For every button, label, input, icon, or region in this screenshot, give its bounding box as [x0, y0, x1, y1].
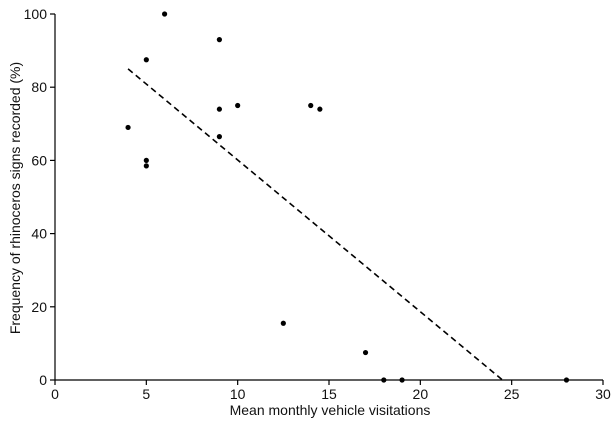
data-point — [563, 377, 570, 383]
x-tick-label: 5 — [142, 386, 150, 402]
data-point — [216, 37, 222, 43]
y-tick-label: 0 — [39, 372, 47, 388]
data-point — [235, 102, 241, 109]
x-axis-label: Mean monthly vehicle visitations — [230, 402, 431, 418]
data-point — [362, 349, 369, 356]
trendline-layer — [127, 68, 504, 381]
x-tick-label: 0 — [51, 386, 59, 402]
y-tick-label: 80 — [31, 79, 47, 95]
data-point — [399, 377, 405, 383]
x-tick-label: 15 — [321, 386, 337, 402]
x-tick-label: 30 — [595, 386, 611, 402]
data-point — [216, 106, 222, 112]
data-point — [216, 134, 222, 140]
data-point — [162, 11, 168, 17]
x-tick-label: 25 — [504, 386, 520, 402]
x-tick-label: 20 — [413, 386, 429, 402]
y-tick-label: 60 — [31, 152, 47, 168]
y-axis-label: Frequency of rhinoceros signs recorded (… — [7, 62, 23, 334]
data-point — [280, 320, 286, 326]
y-tick-label: 40 — [31, 226, 47, 242]
trendline — [127, 68, 504, 381]
data-point — [317, 106, 323, 112]
axes: 0 5 10 15 20 25 30 0 20 40 60 80 100 — [24, 6, 611, 402]
data-point — [143, 157, 149, 163]
data-point — [381, 377, 387, 383]
y-tick-label: 100 — [24, 6, 48, 22]
data-points — [125, 11, 570, 383]
data-point — [308, 102, 314, 109]
data-point — [143, 57, 149, 63]
y-tick-label: 20 — [31, 299, 47, 315]
data-point — [143, 163, 149, 169]
data-point — [125, 124, 131, 131]
x-tick-label: 10 — [230, 386, 246, 402]
